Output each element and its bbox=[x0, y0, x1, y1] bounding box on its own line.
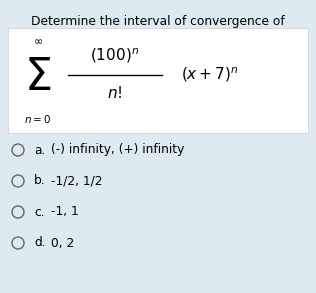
Text: $(100)^n$: $(100)^n$ bbox=[90, 47, 140, 65]
Text: $(x + 7)^n$: $(x + 7)^n$ bbox=[181, 66, 239, 84]
Text: b.: b. bbox=[34, 175, 46, 188]
Text: 0, 2: 0, 2 bbox=[51, 236, 74, 250]
Text: -1, 1: -1, 1 bbox=[51, 205, 79, 219]
Text: $n!$: $n!$ bbox=[107, 85, 123, 101]
Text: $\infty$: $\infty$ bbox=[33, 36, 43, 46]
Text: $\Sigma$: $\Sigma$ bbox=[24, 57, 52, 100]
Text: c.: c. bbox=[34, 205, 45, 219]
Text: -1/2, 1/2: -1/2, 1/2 bbox=[51, 175, 102, 188]
Text: $n{=}0$: $n{=}0$ bbox=[24, 113, 52, 125]
Text: d.: d. bbox=[34, 236, 46, 250]
Text: a.: a. bbox=[34, 144, 46, 156]
FancyBboxPatch shape bbox=[8, 28, 308, 133]
Text: Determine the interval of convergence of: Determine the interval of convergence of bbox=[31, 15, 285, 28]
Text: (-) infinity, (+) infinity: (-) infinity, (+) infinity bbox=[51, 144, 184, 156]
